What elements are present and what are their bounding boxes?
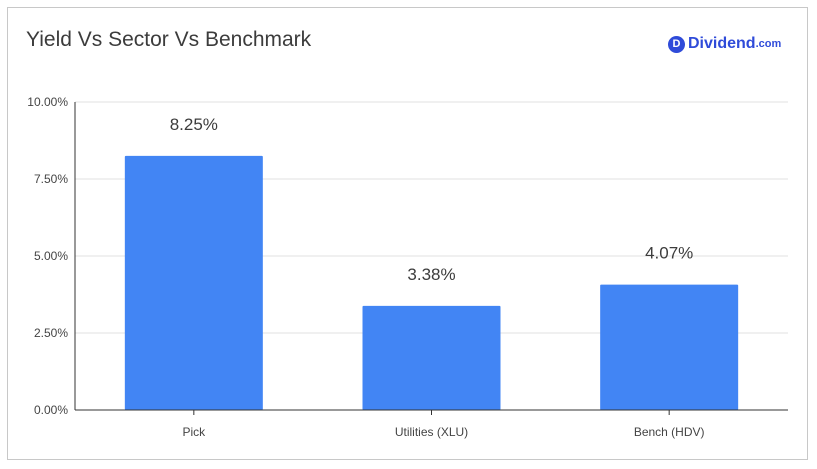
bar[interactable] bbox=[600, 284, 739, 410]
dividend-logo-icon: D bbox=[668, 35, 685, 53]
dividend-logo[interactable]: D Dividend .com bbox=[668, 35, 781, 53]
bar[interactable] bbox=[362, 305, 501, 410]
x-category-label: Bench (HDV) bbox=[634, 425, 705, 439]
x-category-label: Utilities (XLU) bbox=[395, 425, 468, 439]
dividend-logo-suffix: .com bbox=[755, 38, 782, 50]
data-label: 3.38% bbox=[407, 265, 455, 284]
y-tick-label: 2.50% bbox=[34, 326, 68, 340]
y-tick-label: 0.00% bbox=[34, 403, 68, 417]
bars bbox=[124, 155, 739, 410]
dividend-logo-name: Dividend bbox=[688, 35, 756, 52]
chart-title: Yield Vs Sector Vs Benchmark bbox=[26, 28, 312, 51]
y-tick-label: 5.00% bbox=[34, 249, 68, 263]
data-labels: 8.25% 3.38% 4.07% bbox=[170, 115, 694, 284]
data-label: 8.25% bbox=[170, 115, 218, 134]
x-category-label: Pick bbox=[182, 425, 206, 439]
y-axis-tick-labels: 0.00% 2.50% 5.00% 7.50% 10.00% bbox=[27, 95, 68, 417]
x-axis-category-labels: Pick Utilities (XLU) Bench (HDV) bbox=[182, 410, 705, 439]
y-tick-label: 7.50% bbox=[34, 172, 68, 186]
y-tick-label: 10.00% bbox=[27, 95, 68, 109]
bar[interactable] bbox=[124, 155, 263, 410]
data-label: 4.07% bbox=[645, 244, 693, 263]
